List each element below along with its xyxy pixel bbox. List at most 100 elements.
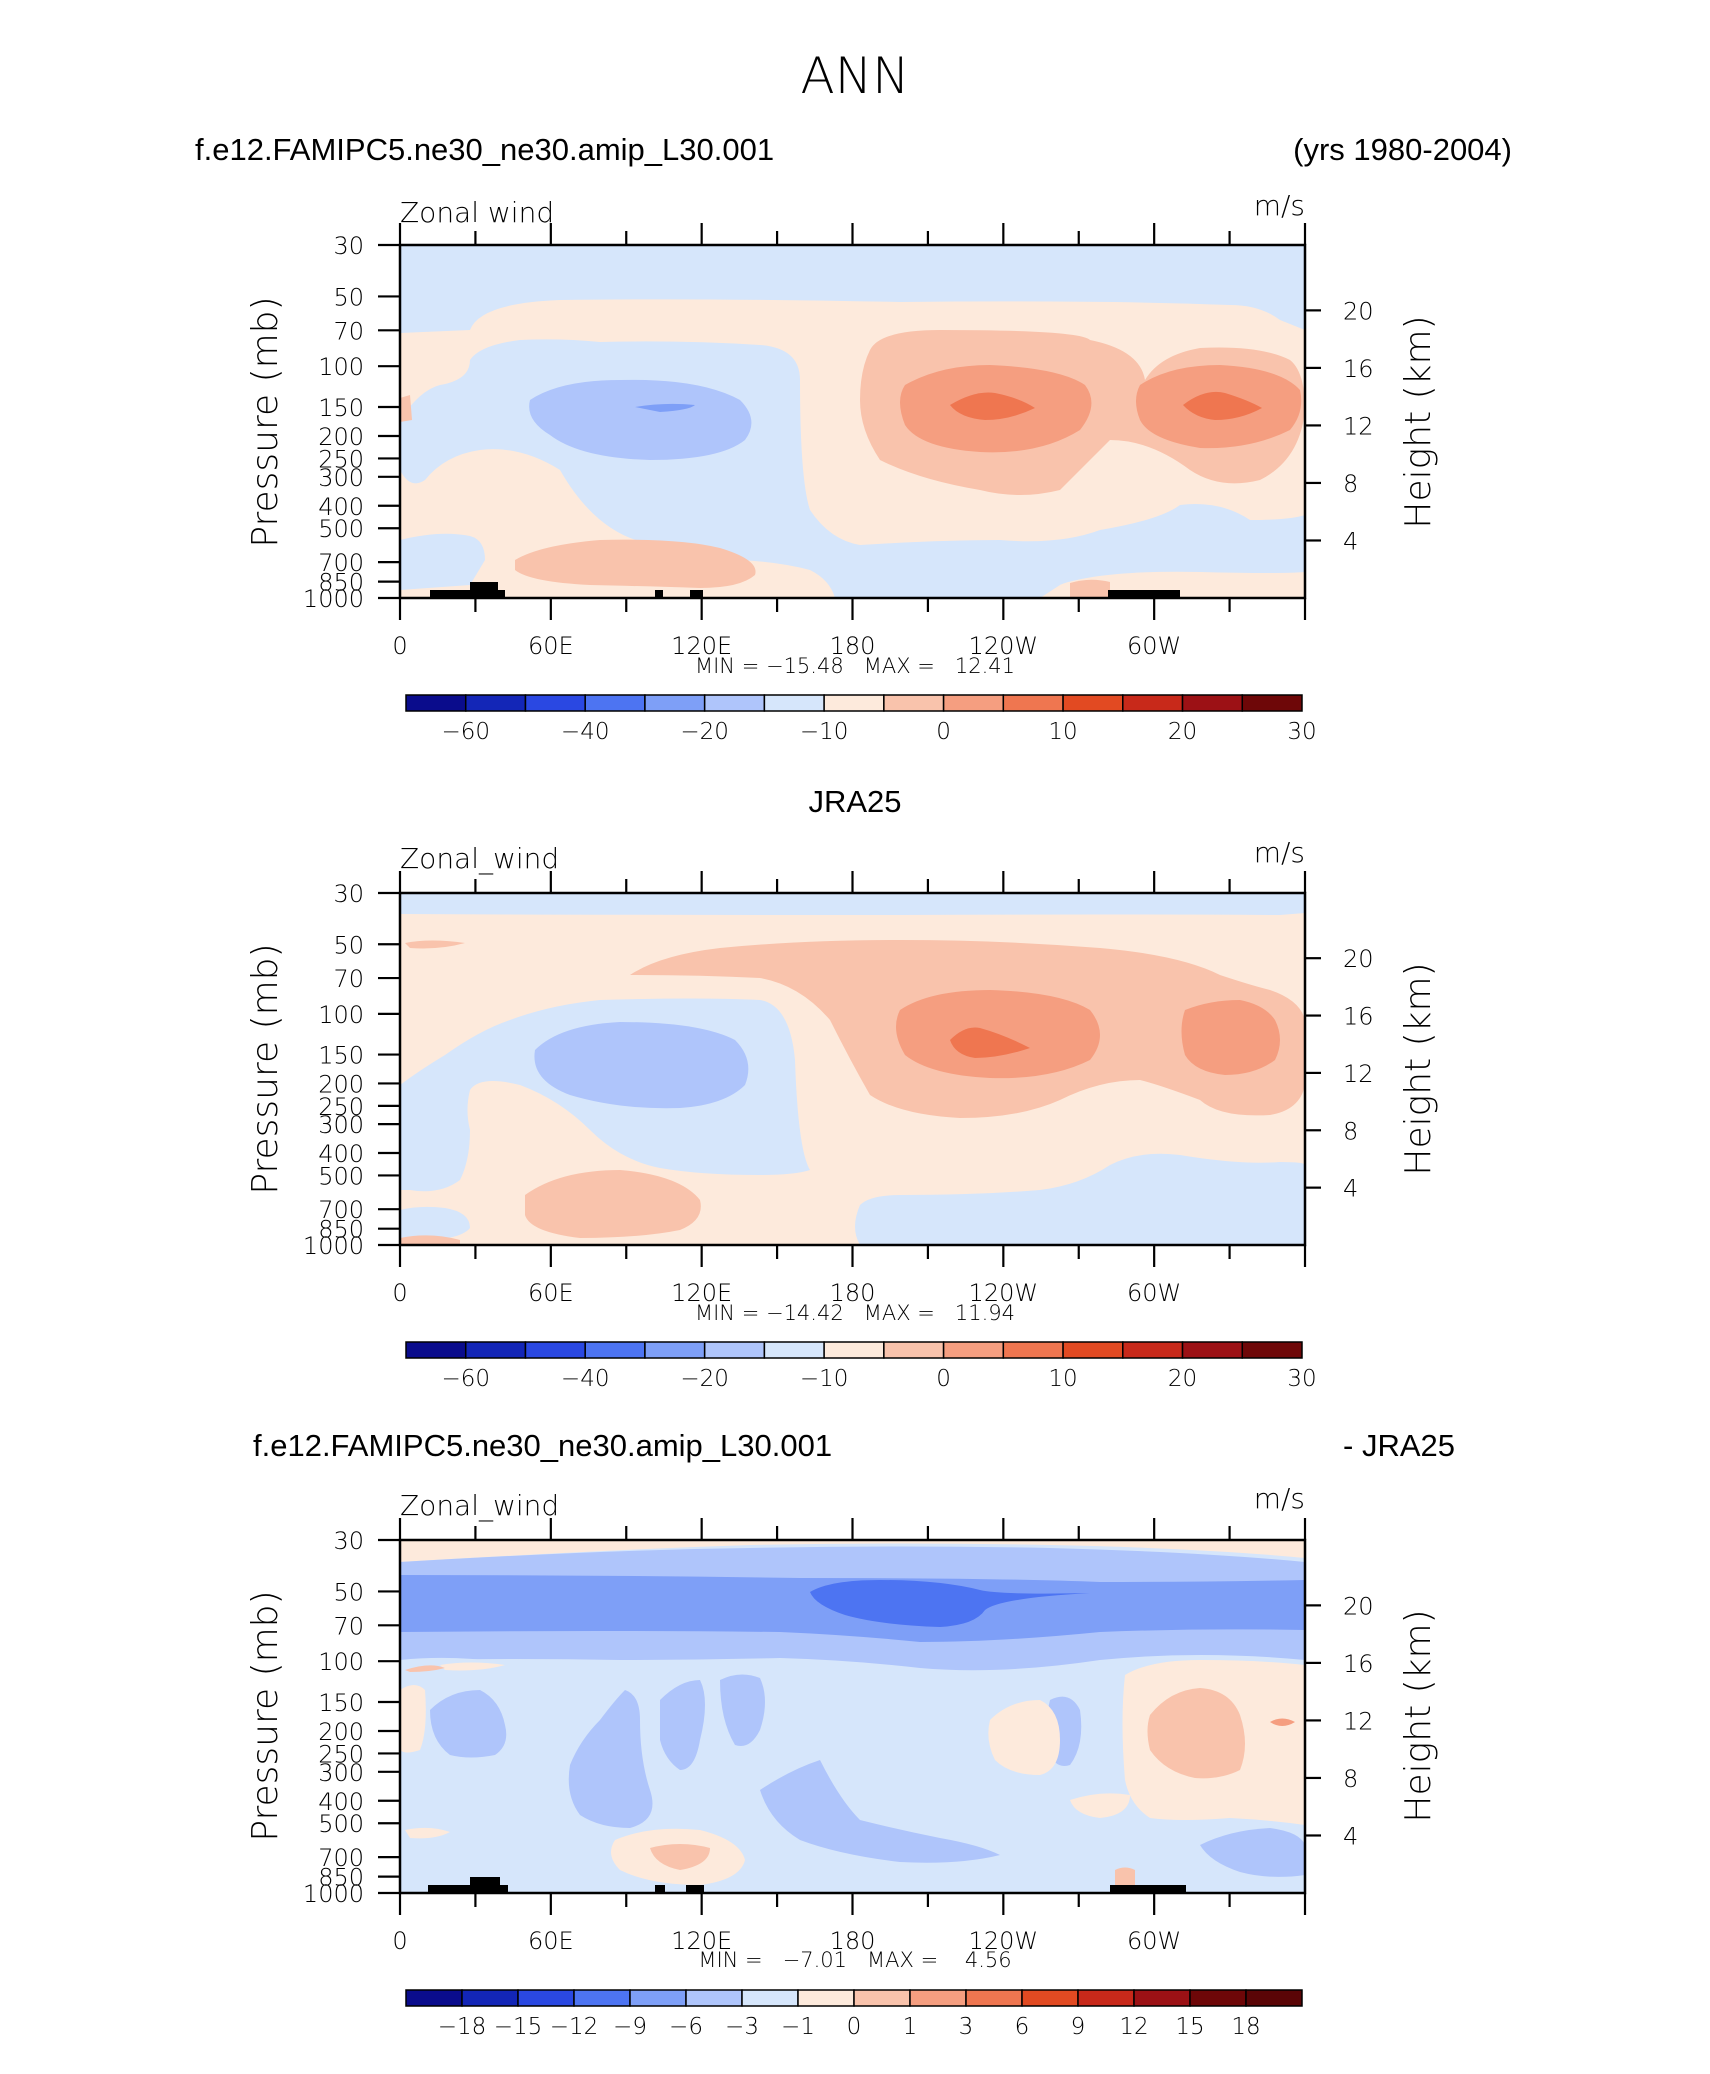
y-tick-label: 250 (318, 1093, 364, 1121)
colorbar-swatch (464, 694, 527, 712)
colorbar-label: −10 (800, 719, 849, 745)
colorbar-swatch (461, 1989, 519, 2007)
y-right-tick-label: 4 (1343, 1822, 1358, 1850)
colorbar-label: 3 (959, 2014, 974, 2040)
colorbar-label: 18 (1231, 2014, 1260, 2040)
y-tick-label: 100 (318, 1648, 364, 1676)
y-tick-label: 100 (318, 1001, 364, 1029)
colorbar-swatch (1245, 1989, 1303, 2007)
x-tick-label: 0 (392, 1927, 407, 1955)
contour-field (400, 245, 1305, 598)
y-tick-label: 150 (318, 1689, 364, 1717)
x-tick-label: 120W (969, 632, 1039, 660)
y-tick-label: 250 (318, 1740, 364, 1768)
y-tick-label: 50 (333, 931, 364, 959)
colorbar-label: −60 (441, 719, 490, 745)
y-right-tick-label: 4 (1343, 527, 1358, 555)
y-tick-label: 700 (318, 1844, 364, 1872)
colorbar-swatch (1002, 694, 1064, 712)
y-axis-right-label: Height (km) (1398, 962, 1439, 1175)
colorbar-label: 9 (1071, 2014, 1086, 2040)
colorbar-label: 10 (1048, 1366, 1077, 1392)
y-tick-label: 850 (318, 569, 364, 597)
colorbar-swatch (1189, 1989, 1247, 2007)
y-right-tick-label: 20 (1343, 297, 1374, 325)
colorbar-swatch (1062, 1341, 1124, 1359)
topography (470, 1877, 500, 1893)
variable-label: Zonal_wind (400, 1489, 559, 1523)
y-tick-label: 1000 (303, 1232, 364, 1260)
colorbar-swatch (1241, 694, 1303, 712)
colorbar-swatch (1241, 1341, 1303, 1359)
colorbar-label: 0 (847, 2014, 862, 2040)
y-right-tick-label: 4 (1343, 1175, 1358, 1203)
colorbar-label: 0 (936, 719, 951, 745)
colorbar-swatch (703, 1341, 766, 1359)
y-tick-label: 30 (333, 1527, 364, 1555)
colorbar: −18 −15 −12 −9 −6 −3 −1 0 1 3 6 9 12 15 18 (405, 1989, 1303, 2040)
y-tick-label: 70 (333, 317, 364, 345)
panel-model: f.e12.FAMIPC5.ne30_ne30.amip_L30.001 (yr… (195, 132, 1512, 745)
contour-field (400, 1540, 1305, 1893)
colorbar-swatch (823, 1341, 885, 1359)
colorbar-label: 6 (1015, 2014, 1030, 2040)
x-tick-label: 0 (392, 632, 407, 660)
colorbar-swatch (703, 694, 766, 712)
colorbar-swatch (1062, 694, 1124, 712)
x-tick-label: 60E (528, 1279, 574, 1307)
colorbar-label: −15 (494, 2014, 543, 2040)
colorbar-swatch (1133, 1989, 1191, 2007)
x-tick-label: 180 (830, 632, 876, 660)
colorbar-label: −6 (669, 2014, 703, 2040)
y-tick-label: 400 (318, 1140, 364, 1168)
colorbar-swatch (909, 1989, 967, 2007)
x-tick-label: 0 (392, 1279, 407, 1307)
colorbar-label: 30 (1287, 1366, 1316, 1392)
colorbar-swatch (965, 1989, 1023, 2007)
y-axis-label: Pressure (mb) (245, 1590, 286, 1841)
topography (470, 582, 498, 598)
y-tick-label: 300 (318, 464, 364, 492)
x-tick-label: 180 (830, 1927, 876, 1955)
topography (655, 1885, 665, 1893)
y-tick-label: 500 (318, 515, 364, 543)
colorbar-swatch (883, 1341, 945, 1359)
y-tick-label: 70 (333, 1612, 364, 1640)
colorbar-swatch (763, 694, 825, 712)
y-tick-label: 50 (333, 283, 364, 311)
panel-diff: f.e12.FAMIPC5.ne30_ne30.amip_L30.001 - J… (245, 1428, 1455, 2040)
y-tick-label: 200 (318, 1070, 364, 1098)
variable-label: Zonal wind (400, 196, 554, 229)
colorbar-label: −10 (800, 1366, 849, 1392)
colorbar-label: 12 (1119, 2014, 1148, 2040)
topography (1108, 590, 1180, 598)
y-right-tick-label: 8 (1343, 1765, 1358, 1793)
y-right-tick-label: 16 (1343, 1650, 1374, 1678)
colorbar-label: −60 (441, 1366, 490, 1392)
colorbar-label: 15 (1175, 2014, 1204, 2040)
colorbar-swatch (584, 1341, 646, 1359)
colorbar-label: −9 (613, 2014, 647, 2040)
colorbar-label: −1 (781, 2014, 815, 2040)
colorbar-label: −40 (561, 719, 610, 745)
colorbar-swatch (464, 1341, 527, 1359)
colorbar-swatch (524, 1341, 586, 1359)
page-title: ANN (800, 47, 909, 105)
x-tick-label: 60E (528, 632, 574, 660)
y-tick-label: 150 (318, 1042, 364, 1070)
topography (430, 590, 505, 598)
units-label: m/s (1254, 836, 1305, 869)
topography (686, 1885, 704, 1893)
colorbar-swatch (685, 1989, 743, 2007)
colorbar-swatch (405, 694, 467, 712)
y-tick-label: 30 (333, 880, 364, 908)
colorbar-label: 20 (1168, 719, 1197, 745)
topography (655, 590, 663, 598)
y-tick-label: 70 (333, 965, 364, 993)
colorbar: −60 −40 −20 −10 0 10 20 30 (405, 1341, 1317, 1392)
colorbar-label: 20 (1168, 1366, 1197, 1392)
y-right-tick-label: 12 (1343, 1060, 1374, 1088)
y-right-tick-label: 16 (1343, 355, 1374, 383)
colorbar-swatch (1021, 1989, 1079, 2007)
